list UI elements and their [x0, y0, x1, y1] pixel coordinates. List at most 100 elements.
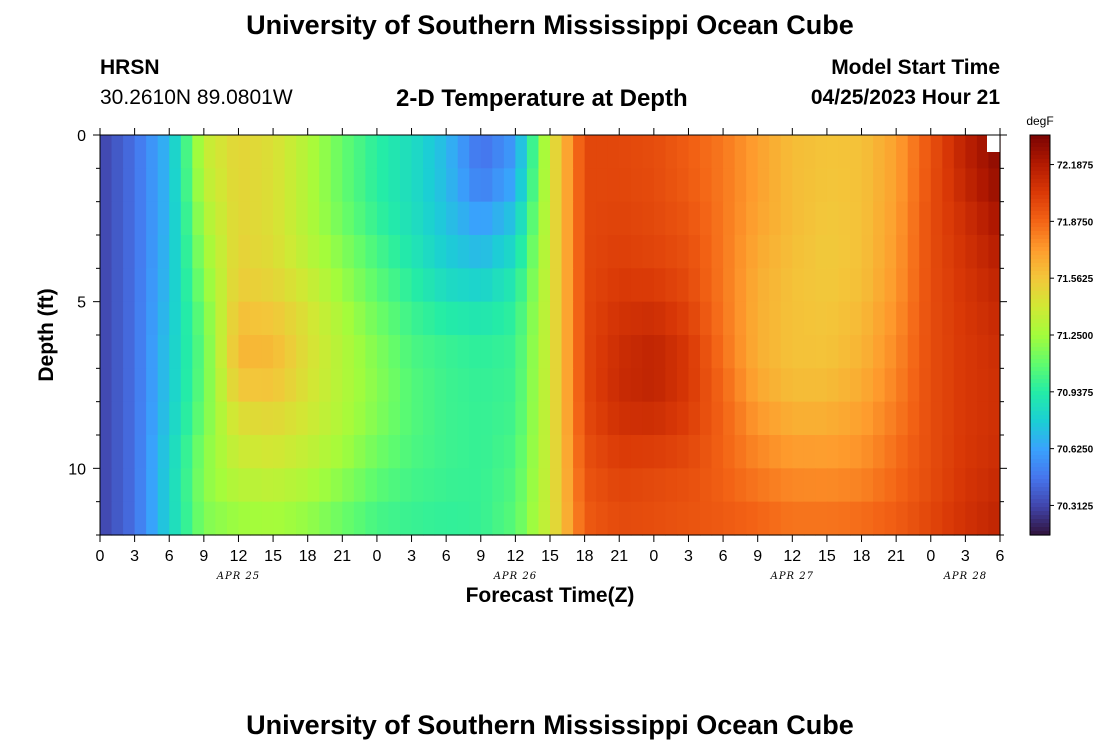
heatmap-cell: [319, 268, 332, 303]
heatmap-cell: [734, 135, 747, 169]
heatmap-cell: [307, 135, 320, 169]
heatmap-cell: [676, 435, 690, 469]
heatmap-cell: [642, 301, 655, 336]
heatmap-cell: [492, 401, 505, 436]
heatmap-cell: [538, 368, 551, 403]
heatmap-cell: [769, 135, 782, 169]
heatmap-cell: [365, 168, 378, 203]
heatmap-cell: [573, 501, 586, 536]
heatmap-cell: [261, 368, 274, 403]
heatmap-cell: [423, 201, 436, 236]
heatmap-cell: [376, 501, 390, 536]
heatmap-cell: [492, 468, 505, 503]
heatmap-cell: [515, 468, 528, 503]
heatmap-cell: [711, 201, 724, 236]
heatmap-cell: [965, 435, 978, 469]
heatmap-cell: [515, 268, 528, 303]
heatmap-cell: [469, 401, 482, 436]
heatmap-cell: [861, 168, 874, 203]
heatmap-cell: [330, 135, 343, 169]
heatmap-cell: [884, 435, 897, 469]
heatmap-cell: [446, 468, 459, 503]
heatmap-cell: [342, 401, 355, 436]
heatmap-cell: [492, 501, 505, 536]
heatmap-cell: [642, 135, 655, 169]
heatmap-cell: [919, 501, 932, 536]
heatmap-cell: [342, 435, 355, 469]
colorbar-segment: [1030, 395, 1050, 400]
heatmap-cell: [965, 268, 978, 303]
heatmap-cell: [607, 435, 620, 469]
heatmap-cell: [873, 401, 886, 436]
heatmap-cell: [942, 368, 955, 403]
heatmap-cell: [215, 435, 228, 469]
colorbar-segment: [1030, 391, 1050, 396]
colorbar-segment: [1030, 331, 1050, 336]
heatmap-cell: [884, 235, 897, 269]
heatmap-cell: [250, 401, 263, 436]
heatmap-cell: [376, 235, 390, 269]
colorbar-segment: [1030, 215, 1050, 220]
heatmap-cell: [688, 268, 701, 303]
heatmap-cell: [607, 335, 620, 369]
heatmap-cell: [607, 268, 620, 303]
heatmap-cell: [180, 301, 193, 336]
heatmap-cell: [215, 168, 228, 203]
heatmap-cell: [365, 435, 378, 469]
heatmap-cell: [330, 335, 343, 369]
heatmap-cell: [953, 201, 966, 236]
heatmap-cell: [676, 135, 690, 169]
heatmap-cell: [538, 501, 551, 536]
heatmap-cell: [700, 168, 713, 203]
heatmap-cell: [180, 135, 193, 169]
heatmap-cell: [480, 268, 493, 303]
heatmap-cell: [550, 135, 563, 169]
heatmap-cell: [100, 468, 113, 503]
heatmap-cell: [907, 168, 920, 203]
heatmap-cell: [215, 501, 228, 536]
heatmap-cell: [746, 501, 759, 536]
heatmap-cell: [446, 335, 459, 369]
heatmap-cell: [700, 135, 713, 169]
colorbar-segment: [1030, 411, 1050, 416]
heatmap-cell: [953, 401, 966, 436]
heatmap-cell: [988, 201, 1001, 236]
heatmap-cell: [284, 435, 297, 469]
x-tick-label: 6: [996, 548, 1005, 565]
heatmap-cell: [330, 301, 343, 336]
heatmap-cell: [896, 301, 909, 336]
heatmap-cell: [411, 168, 424, 203]
heatmap-cell: [850, 335, 863, 369]
heatmap-cell: [815, 468, 828, 503]
heatmap-cell: [584, 335, 597, 369]
heatmap-cell: [930, 301, 943, 336]
heatmap-cell: [434, 301, 447, 336]
heatmap-cell: [734, 268, 747, 303]
heatmap-cell: [780, 401, 793, 436]
heatmap-cell: [792, 401, 805, 436]
heatmap-cell: [815, 368, 828, 403]
heatmap-cell: [457, 168, 470, 203]
heatmap-cell: [480, 501, 493, 536]
colorbar-segment: [1030, 359, 1050, 364]
heatmap-cell: [434, 168, 447, 203]
heatmap-cell: [826, 168, 840, 203]
heatmap-cell: [884, 468, 897, 503]
heatmap-cell: [423, 368, 436, 403]
heatmap-cell: [192, 501, 205, 536]
heatmap-cell: [976, 135, 990, 169]
heatmap-cell: [180, 501, 193, 536]
heatmap-cell: [469, 468, 482, 503]
heatmap-cell: [630, 368, 643, 403]
heatmap-cell: [376, 168, 390, 203]
heatmap-cell: [273, 435, 286, 469]
heatmap-cell: [630, 501, 643, 536]
heatmap-cell: [284, 335, 297, 369]
heatmap-cell: [988, 501, 1001, 536]
heatmap-cell: [930, 468, 943, 503]
heatmap-cell: [296, 135, 309, 169]
heatmap-cell: [965, 501, 978, 536]
heatmap-cell: [838, 201, 851, 236]
heatmap-cell: [619, 368, 632, 403]
colorbar-segment: [1030, 295, 1050, 300]
